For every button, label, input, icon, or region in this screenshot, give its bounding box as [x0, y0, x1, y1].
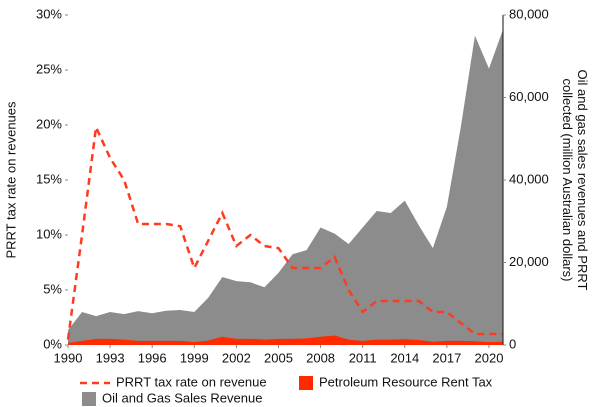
legend-swatch: [299, 376, 313, 390]
line: [66, 122, 503, 340]
x-tick-label: 1990: [54, 350, 83, 365]
y-tick-label: 25%: [36, 61, 62, 76]
x-tick-label: 1993: [96, 350, 125, 365]
x-tick-label: 2014: [390, 350, 419, 365]
y2-axis-label: Oil and gas sales revenues and PRRT coll…: [560, 69, 590, 291]
x-tick-label: 2020: [475, 350, 504, 365]
x-tick-label: 1996: [138, 350, 167, 365]
legend-label: Petroleum Resource Rent Tax: [319, 374, 493, 389]
x-tick-label: 2005: [264, 350, 293, 365]
y2-tick-label: 80,000: [509, 6, 549, 21]
y-axis-label: PRRT tax rate on revenues: [3, 101, 18, 259]
x-tick-label: 2008: [306, 350, 335, 365]
x-tick-label: 1999: [180, 350, 209, 365]
y-tick-label: 0%: [43, 336, 62, 351]
y-tick-label: 10%: [36, 226, 62, 241]
y-tick-label: 20%: [36, 116, 62, 131]
y-tick-label: 30%: [36, 6, 62, 21]
y2-tick-label: 40,000: [509, 171, 549, 186]
x-tick-label: 2002: [222, 350, 251, 365]
y-tick-label: 5%: [43, 281, 62, 296]
legend-label: PRRT tax rate on revenue: [116, 374, 267, 389]
y2-tick-label: 0: [509, 336, 516, 351]
area: [68, 335, 503, 345]
y2-tick-label: 20,000: [509, 254, 549, 269]
legend-label: Oil and Gas Sales Revenue: [102, 390, 262, 405]
y-tick-label: 15%: [36, 171, 62, 186]
x-tick-label: 2017: [432, 350, 461, 365]
y2-tick-label: 60,000: [509, 89, 549, 104]
x-tick-label: 2011: [349, 350, 377, 365]
area: [68, 29, 503, 345]
legend-swatch: [82, 392, 96, 406]
